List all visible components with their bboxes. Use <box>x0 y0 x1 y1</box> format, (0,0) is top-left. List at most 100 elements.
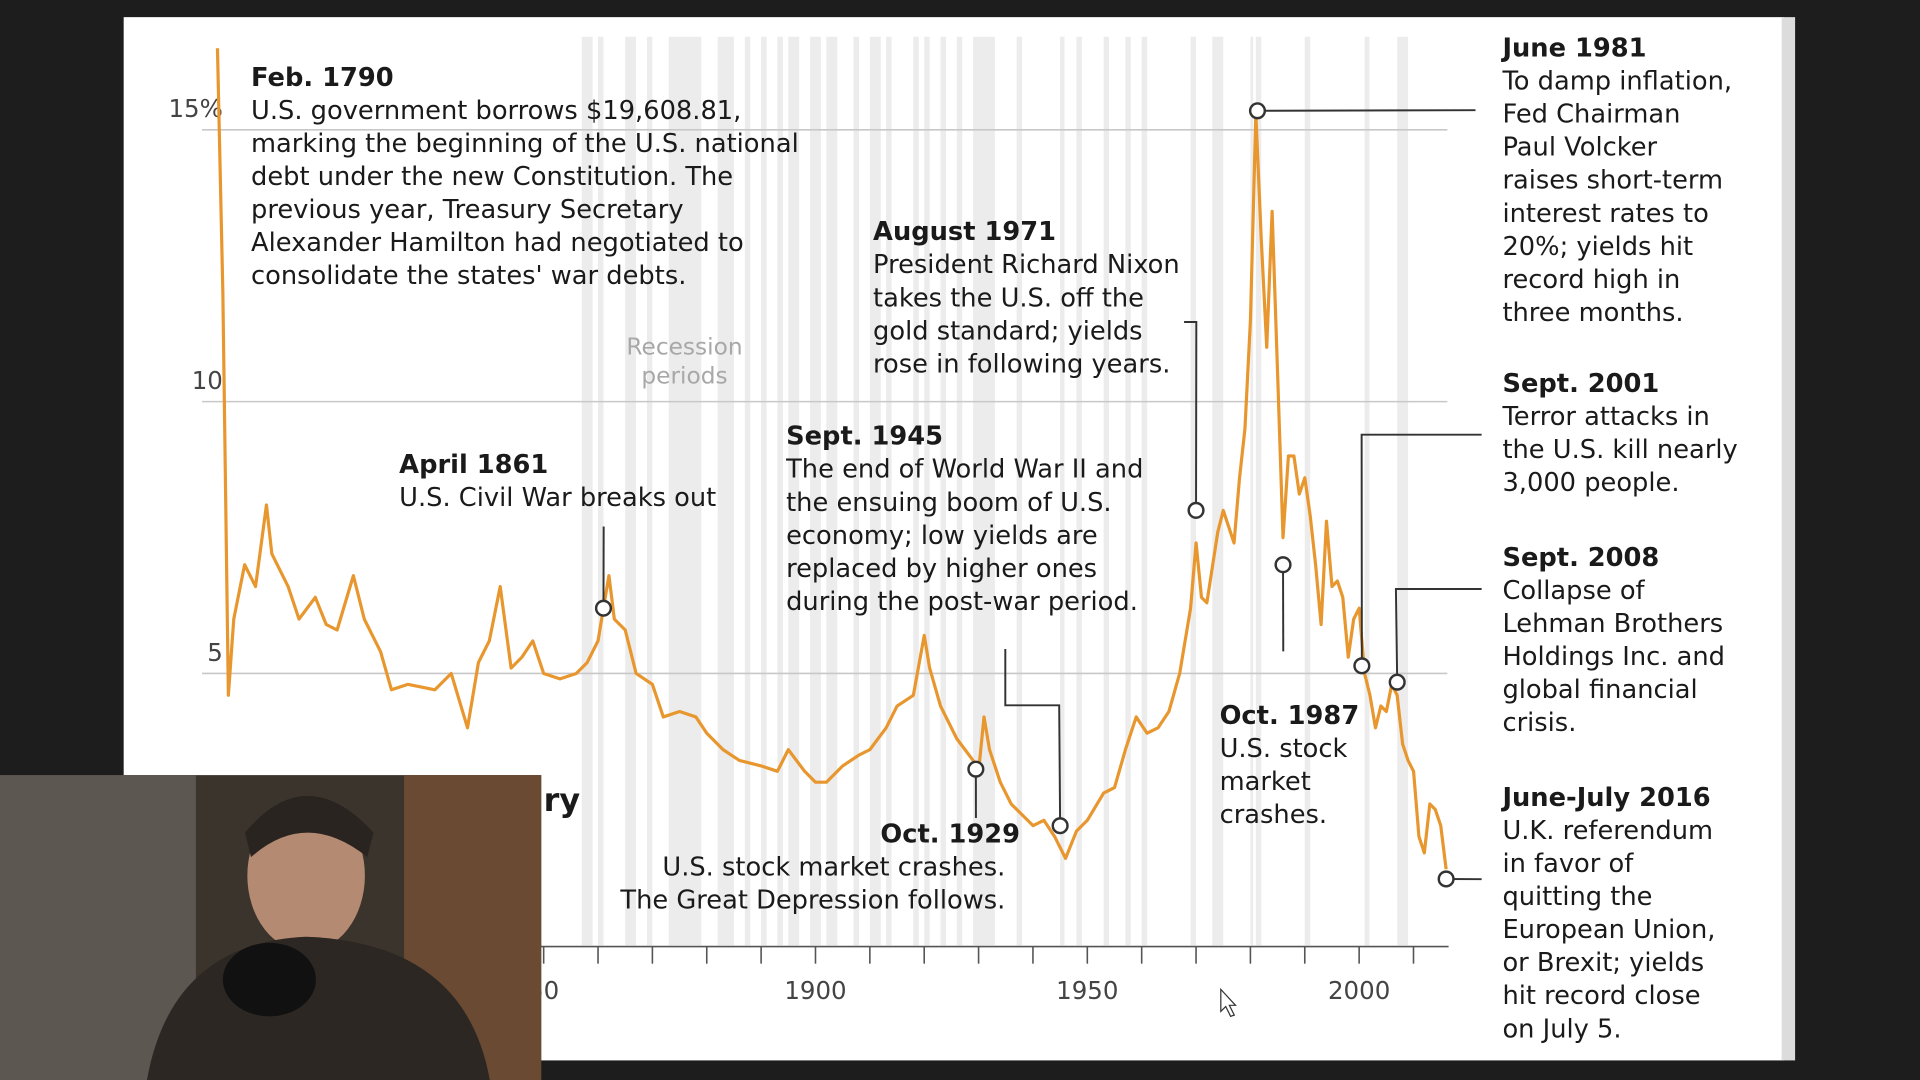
event-date: June-July 2016 <box>1500 783 1710 813</box>
leader-line <box>1004 648 1062 826</box>
recession-band <box>973 36 995 946</box>
recession-band <box>788 36 800 946</box>
x-tick-label: 1900 <box>784 976 846 1005</box>
yield-line <box>215 48 1448 870</box>
event-text: The Great Depression follows. <box>619 886 1005 916</box>
recession-band <box>1060 36 1065 946</box>
recession-band <box>717 36 734 946</box>
event-text: Collapse of <box>1502 576 1645 606</box>
recession-label: periods <box>641 363 727 390</box>
x-tick-label: 1950 <box>1056 976 1118 1005</box>
recession-band <box>1397 36 1409 946</box>
recession-band <box>1255 36 1262 946</box>
event-text: takes the U.S. off the <box>873 283 1144 313</box>
event-text: 3,000 people. <box>1502 468 1679 498</box>
event-text: U.S. government borrows $19,608.81, <box>251 96 741 126</box>
event-marker <box>1353 657 1371 675</box>
recession-band <box>924 36 930 946</box>
mouse-cursor <box>1220 987 1237 1018</box>
event-text: global financial <box>1502 675 1697 705</box>
event-text: consolidate the states' war debts. <box>251 261 686 291</box>
event-text: U.S. stock <box>1220 734 1348 764</box>
event-text: European Union, <box>1502 915 1715 945</box>
event-text: Alexander Hamilton had negotiated to <box>251 228 744 258</box>
recession-band <box>853 36 859 946</box>
event-text: crisis. <box>1502 708 1576 738</box>
leader-line <box>1184 321 1198 511</box>
recession-band <box>1016 36 1023 946</box>
leader-line <box>1394 588 1482 683</box>
recession-label: Recession <box>626 333 742 360</box>
recession-band <box>625 36 637 946</box>
event-date: Oct. 1987 <box>1220 701 1360 731</box>
panel-edge <box>1781 17 1796 1061</box>
recession-band <box>956 36 963 946</box>
event-text: replaced by higher ones <box>786 554 1097 584</box>
event-text: Holdings Inc. and <box>1502 642 1725 672</box>
y-tick-label: 10 <box>192 366 223 395</box>
recession-band <box>1250 36 1254 946</box>
leader-line <box>1360 433 1482 666</box>
recession-band <box>826 36 838 946</box>
event-marker <box>1437 870 1455 888</box>
event-date: Sept. 1945 <box>786 422 943 452</box>
event-marker <box>1051 817 1069 835</box>
recession-band <box>761 36 767 946</box>
event-marker <box>1187 501 1205 519</box>
recession-band <box>744 36 751 946</box>
leader-line <box>1257 109 1476 112</box>
recession-band <box>1212 36 1224 946</box>
event-text: rose in following years. <box>873 349 1170 379</box>
recession-band <box>913 36 919 946</box>
event-marker <box>967 760 985 778</box>
event-text: crashes. <box>1220 800 1328 830</box>
event-text: previous year, Treasury Secretary <box>251 195 684 225</box>
chart-title: ry <box>544 781 581 819</box>
y-tick-label: 15% <box>168 94 222 123</box>
event-text: interest rates to <box>1502 199 1708 229</box>
event-marker <box>1248 102 1267 120</box>
event-text: Paul Volcker <box>1502 133 1657 163</box>
event-text: To damp inflation, <box>1501 67 1732 97</box>
event-date: Oct. 1929 <box>880 820 1020 850</box>
event-text: U.S. stock market crashes. <box>662 853 1005 883</box>
event-text: market <box>1220 767 1311 797</box>
recession-band <box>777 36 783 946</box>
event-marker <box>594 599 613 617</box>
recession-band <box>1141 36 1148 946</box>
event-text: debt under the new Constitution. The <box>251 162 733 192</box>
recession-band <box>886 36 892 946</box>
recession-band <box>940 36 946 946</box>
recession-band <box>810 36 821 946</box>
event-text: Lehman Brothers <box>1502 609 1723 639</box>
event-marker <box>1274 556 1292 574</box>
event-text: U.K. referendum <box>1502 816 1713 846</box>
event-text: raises short-term <box>1502 166 1723 196</box>
event-marker <box>1388 673 1406 691</box>
event-text: during the post-war period. <box>786 587 1138 617</box>
event-date: Sept. 2008 <box>1502 543 1659 573</box>
event-date: Sept. 2001 <box>1502 369 1659 399</box>
event-text: The end of World War II and <box>785 455 1143 485</box>
event-text: Fed Chairman <box>1502 100 1680 130</box>
webcam-microphone <box>222 942 316 1017</box>
x-tick-label: 2000 <box>1328 976 1390 1005</box>
event-date: Feb. 1790 <box>251 63 394 93</box>
y-tick-label: 5 <box>207 638 223 667</box>
recession-band <box>1103 36 1110 946</box>
event-text: marking the beginning of the U.S. nation… <box>251 129 799 159</box>
event-text: on July 5. <box>1502 1014 1621 1044</box>
webcam-overlay <box>0 775 542 1080</box>
recession-band <box>1125 36 1131 946</box>
event-text: the U.S. kill nearly <box>1502 435 1737 465</box>
webcam-hair <box>244 795 374 858</box>
event-text: Terror attacks in <box>1501 402 1709 432</box>
event-text: in favor of <box>1502 849 1634 879</box>
recession-band <box>668 36 702 946</box>
recession-band <box>1364 36 1370 946</box>
recession-band <box>1190 36 1197 946</box>
event-text: President Richard Nixon <box>873 250 1180 280</box>
